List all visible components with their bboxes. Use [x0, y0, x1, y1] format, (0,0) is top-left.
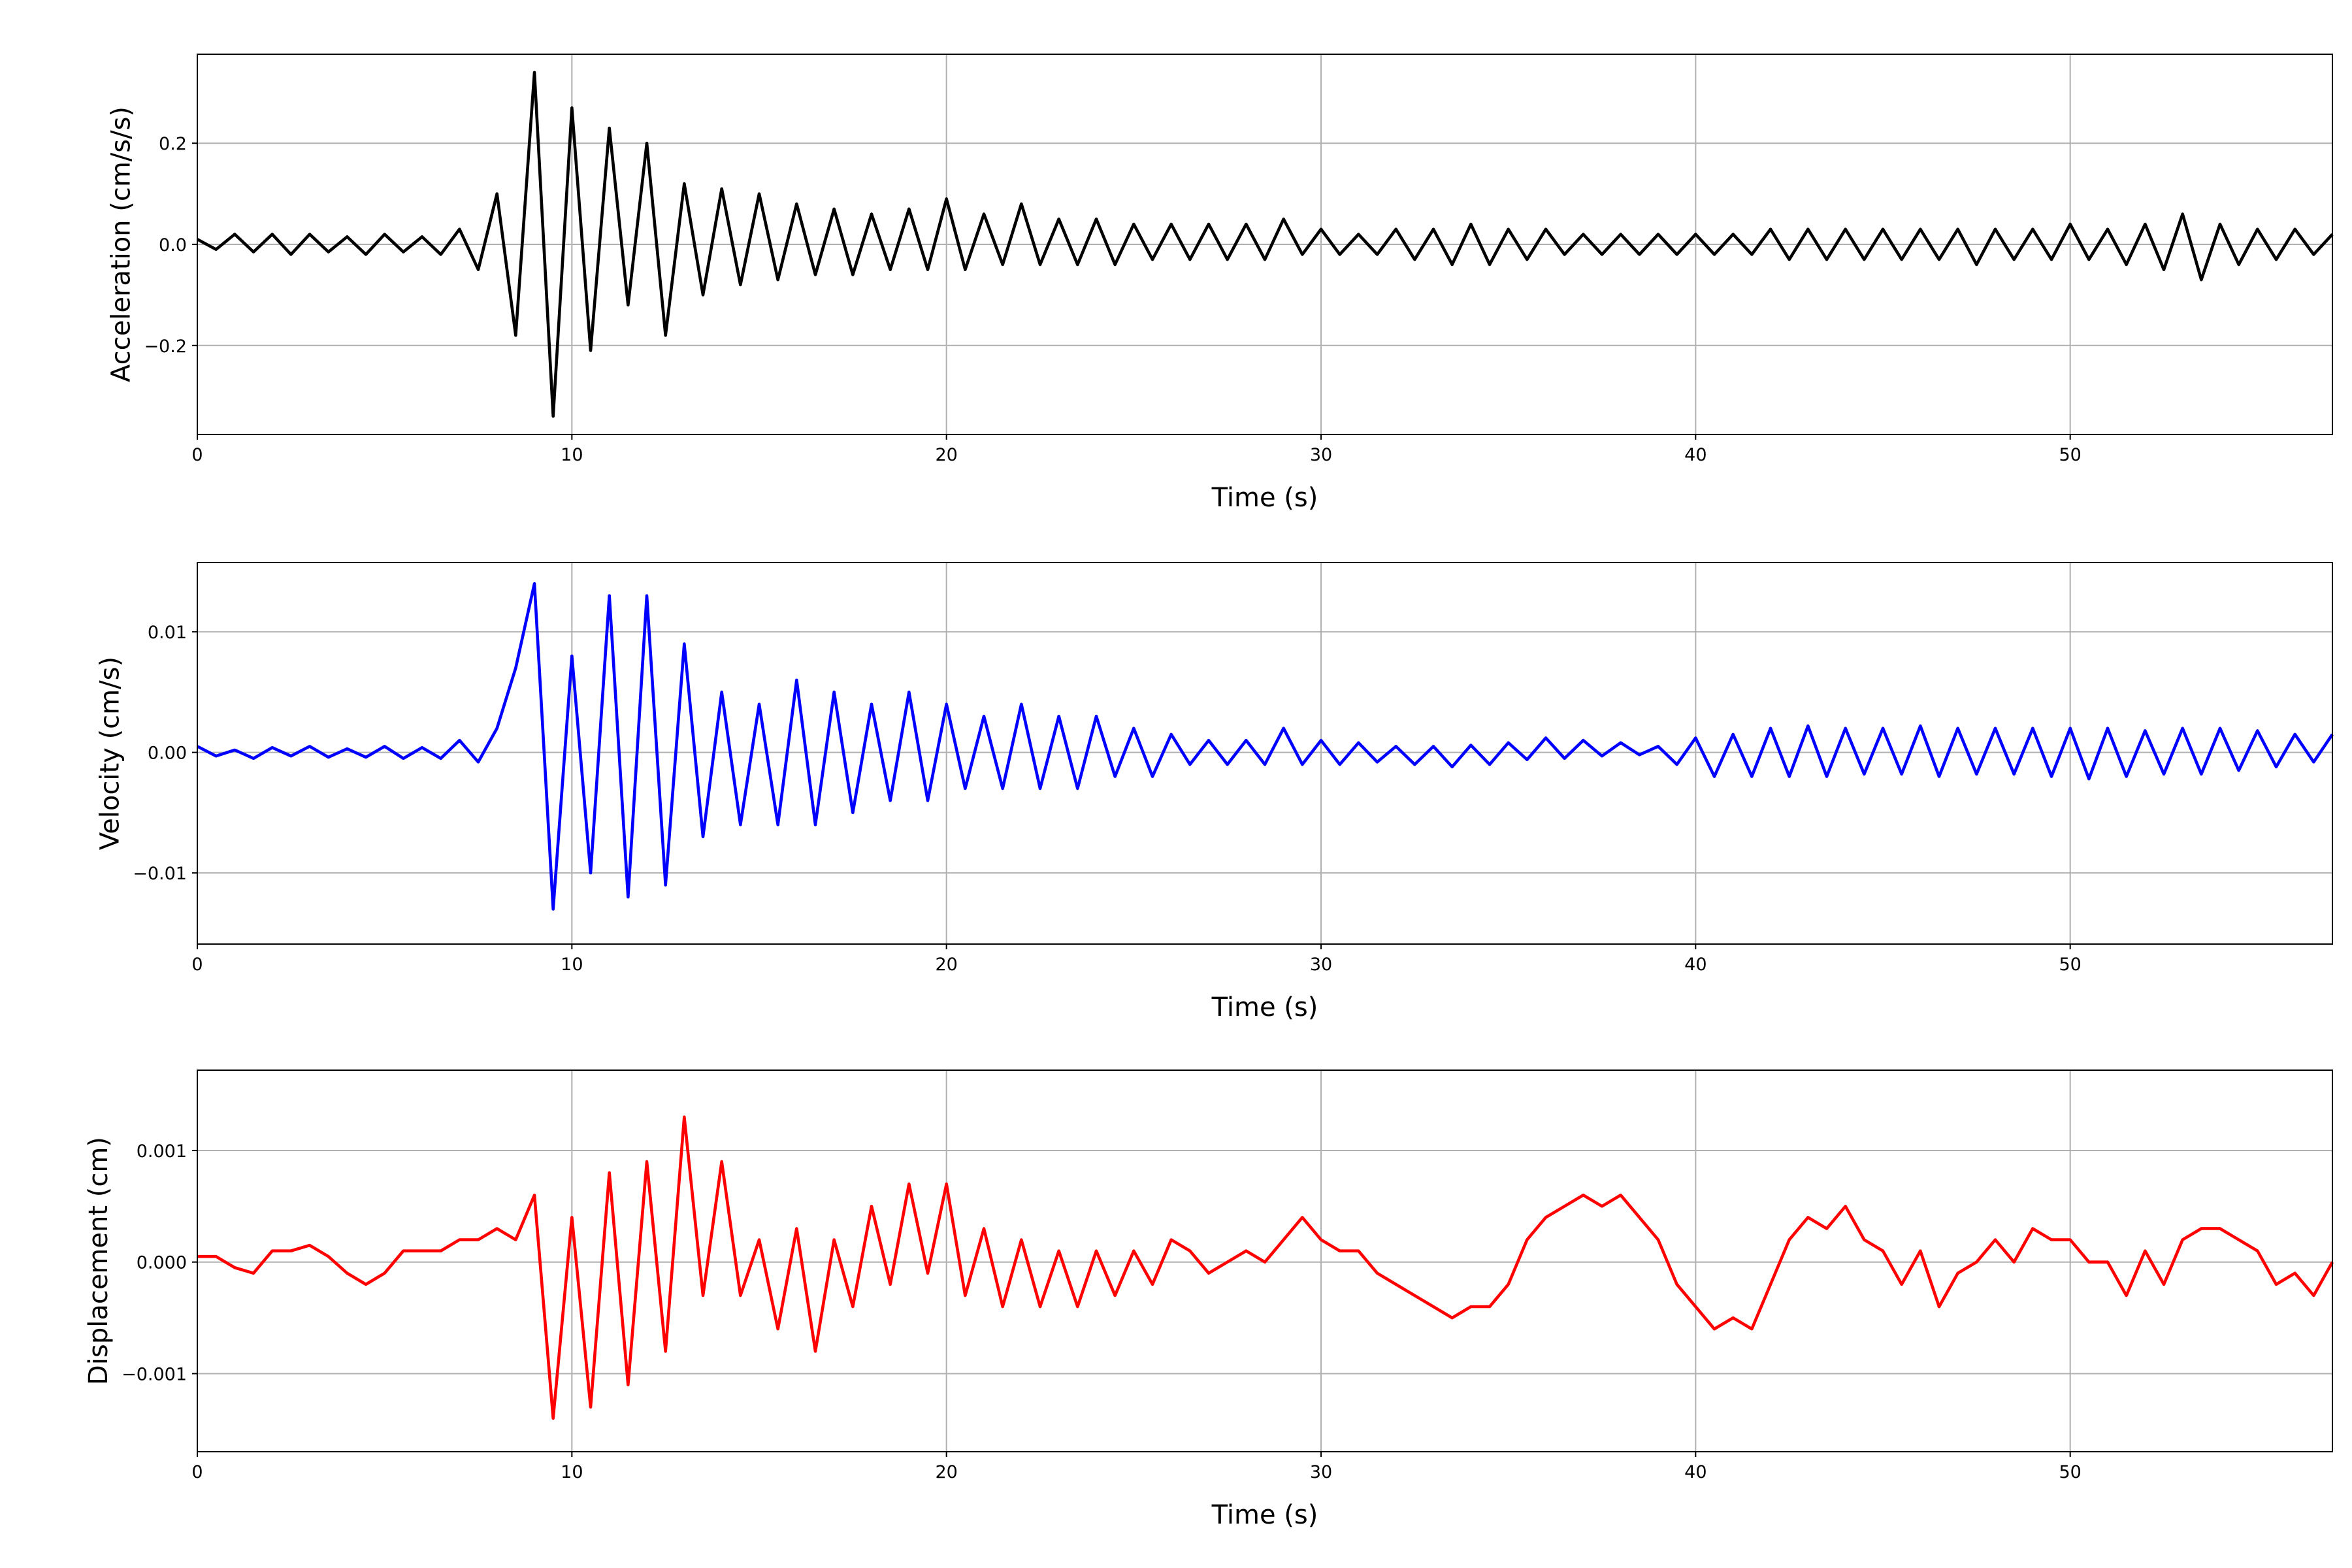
x-tick-label: 40 — [1684, 955, 1707, 975]
y-tick-label: 0.0 — [159, 235, 187, 255]
panel: 0 10 20 30 40 50 −0.2 0.0 0.2 Time (s) Acceleratio… — [106, 54, 2334, 513]
y-tick-label: −0.2 — [144, 336, 187, 357]
x-tick-label: 50 — [2059, 955, 2081, 975]
x-tick-label: 10 — [561, 1462, 583, 1482]
y-axis-label: Acceleration (cm/s/s) — [106, 106, 136, 382]
x-tick-label: 20 — [935, 445, 957, 465]
y-axis-label: Displacement (cm) — [84, 1137, 114, 1385]
axes-frame — [197, 54, 2333, 435]
x-tick-label: 40 — [1684, 1462, 1707, 1482]
x-tick-label: 0 — [191, 445, 203, 465]
panel: 0 10 20 30 40 50 −0.01 0.00 0.01 Time (s) Velocity… — [95, 562, 2334, 1022]
y-tick-label: 0.01 — [148, 623, 187, 643]
x-axis-label: Time (s) — [1211, 992, 1318, 1022]
x-axis-label: Time (s) — [1211, 483, 1318, 513]
x-tick-label: 10 — [561, 955, 583, 975]
x-tick-label: 20 — [935, 1462, 957, 1482]
data-line — [196, 581, 2334, 911]
y-tick-label: 0.2 — [159, 134, 187, 154]
x-tick-label: 30 — [1310, 445, 1332, 465]
x-tick-label: 30 — [1310, 1462, 1332, 1482]
axes-frame — [197, 1070, 2333, 1452]
data-line — [197, 1115, 2334, 1420]
x-tick-label: 50 — [2059, 1462, 2081, 1482]
y-tick-label: 0.000 — [137, 1253, 187, 1273]
x-tick-label: 0 — [191, 955, 203, 975]
data-line — [196, 71, 2334, 418]
y-tick-label: −0.01 — [133, 864, 187, 884]
x-tick-label: 20 — [935, 955, 957, 975]
x-tick-label: 30 — [1310, 955, 1332, 975]
x-tick-label: 0 — [191, 1462, 203, 1482]
panel: 0 10 20 30 40 50 −0.001 0.000 0.001 Time (s) Displ… — [84, 1070, 2334, 1530]
y-tick-label: 0.00 — [148, 743, 187, 764]
y-tick-label: −0.001 — [122, 1364, 187, 1384]
x-tick-label: 50 — [2059, 445, 2081, 465]
x-tick-label: 40 — [1684, 445, 1707, 465]
x-tick-label: 10 — [561, 445, 583, 465]
x-axis-label: Time (s) — [1211, 1500, 1318, 1530]
axes-frame — [197, 562, 2333, 945]
y-axis-label: Velocity (cm/s) — [95, 657, 125, 850]
y-tick-label: 0.001 — [137, 1141, 187, 1162]
